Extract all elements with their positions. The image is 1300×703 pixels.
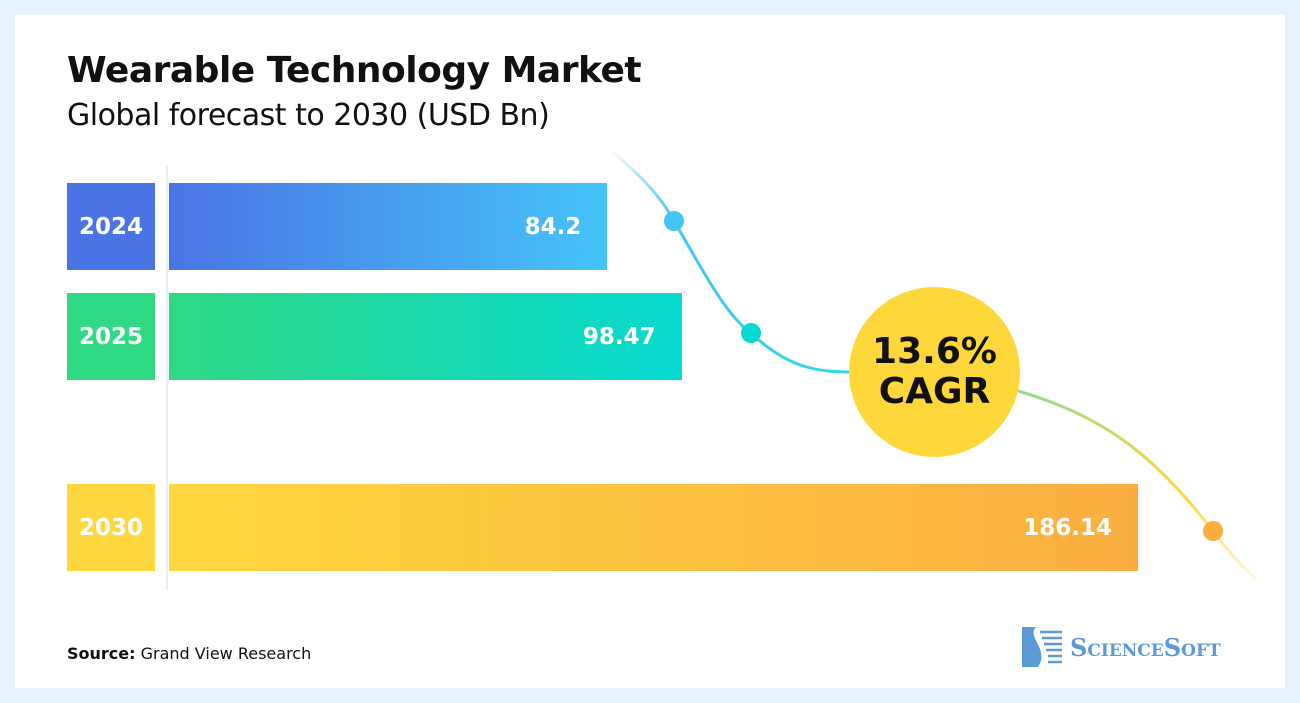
marker-2025 [741, 323, 761, 343]
category-label-2030: 2030 [67, 484, 155, 571]
value-label-2025: 98.47 [582, 323, 656, 350]
cagr-label: CAGR [878, 371, 991, 412]
axis-line [166, 165, 168, 590]
logo-icon [1022, 627, 1062, 667]
bar-2024: 84.2 [169, 183, 608, 270]
value-label-2030: 186.14 [1023, 514, 1112, 541]
category-label-2024: 2024 [67, 183, 155, 270]
marker-2024 [664, 211, 684, 231]
source-label: Source: [67, 644, 136, 663]
source-note: Source: Grand View Research [67, 644, 311, 663]
bar-2025: 98.47 [169, 293, 682, 380]
chart-title: Wearable Technology Market [67, 50, 642, 91]
chart-subtitle: Global forecast to 2030 (USD Bn) [67, 98, 550, 133]
cagr-value: 13.6% [872, 331, 997, 372]
bar-2030: 186.14 [169, 484, 1138, 571]
sciencesoft-logo: ScienceSoft [1022, 627, 1221, 667]
category-label-2025: 2025 [67, 293, 155, 380]
marker-2030 [1203, 521, 1223, 541]
value-label-2024: 84.2 [524, 213, 582, 240]
source-text: Grand View Research [140, 644, 312, 663]
cagr-badge: 13.6% CAGR [849, 287, 1020, 457]
